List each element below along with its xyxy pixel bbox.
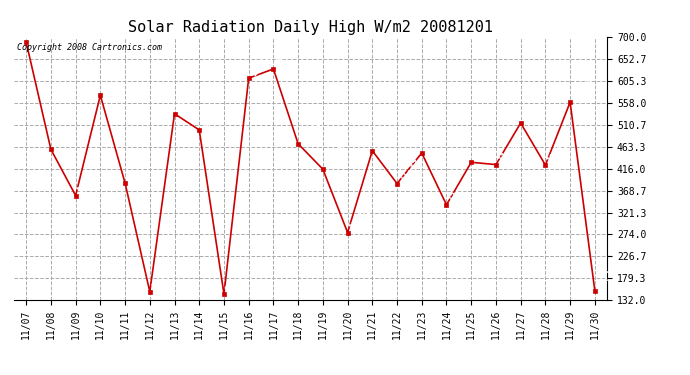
Text: 11:22: 11:22 bbox=[545, 140, 571, 165]
Text: 11:47: 11:47 bbox=[397, 158, 422, 183]
Text: 12:18: 12:18 bbox=[446, 179, 472, 205]
Text: 11:35: 11:35 bbox=[76, 170, 101, 195]
Title: Solar Radiation Daily High W/m2 20081201: Solar Radiation Daily High W/m2 20081201 bbox=[128, 20, 493, 35]
Text: 09:52: 09:52 bbox=[51, 124, 77, 149]
Text: 11:10: 11:10 bbox=[248, 53, 274, 78]
Text: 11:41: 11:41 bbox=[323, 144, 348, 169]
Text: 11:36: 11:36 bbox=[26, 17, 52, 42]
Text: 12:00: 12:00 bbox=[175, 88, 200, 114]
Text: 13:05: 13:05 bbox=[150, 266, 175, 292]
Text: 11:40: 11:40 bbox=[100, 70, 126, 95]
Text: 11:22: 11:22 bbox=[471, 137, 497, 162]
Text: 11:51: 11:51 bbox=[348, 207, 373, 232]
Text: 11:34: 11:34 bbox=[570, 77, 595, 102]
Text: 12:09: 12:09 bbox=[199, 105, 225, 130]
Text: Copyright 2008 Cartronics.com: Copyright 2008 Cartronics.com bbox=[17, 43, 161, 52]
Text: 09:33: 09:33 bbox=[595, 266, 620, 291]
Text: 11:22: 11:22 bbox=[496, 139, 522, 165]
Text: 11:25: 11:25 bbox=[422, 128, 447, 153]
Text: 08:25: 08:25 bbox=[224, 268, 249, 294]
Text: 11:46: 11:46 bbox=[298, 118, 324, 144]
Text: 09:57: 09:57 bbox=[521, 98, 546, 123]
Text: 11:27: 11:27 bbox=[373, 125, 397, 151]
Text: 09:12: 09:12 bbox=[125, 158, 150, 183]
Text: 11:42: 11:42 bbox=[273, 44, 299, 69]
